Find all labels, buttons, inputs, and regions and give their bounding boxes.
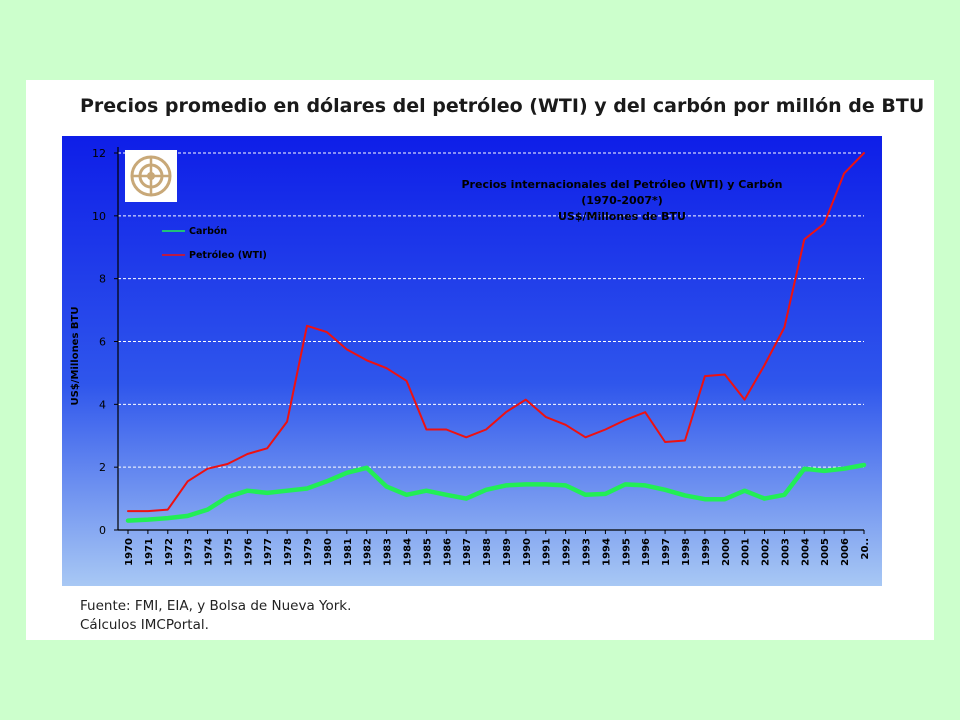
x-tick-label: 1980 <box>323 538 334 566</box>
x-tick-label: 2002 <box>761 538 772 566</box>
y-tick-label: 12 <box>92 147 106 160</box>
x-tick-label: 1999 <box>701 538 712 566</box>
x-tick-label: 1996 <box>641 538 652 566</box>
emblem-logo-icon <box>125 150 177 202</box>
x-tick-label: 1970 <box>124 538 135 566</box>
x-tick-label: 1985 <box>422 538 433 566</box>
x-tick-label: 1995 <box>621 538 632 566</box>
x-tick-label: 1971 <box>144 538 155 566</box>
y-tick-label: 8 <box>99 273 106 286</box>
series-line-coal <box>125 462 867 523</box>
legend-label-coal: Carbón <box>189 226 227 237</box>
x-tick-label: 1973 <box>184 538 195 566</box>
y-tick-label: 4 <box>99 398 106 411</box>
x-tick-label: 1991 <box>542 538 553 566</box>
y-tick-label: 2 <box>99 461 106 474</box>
x-tick-labels: 1970 1971 1972 1973 1974 1975 1976 1977 1978 1979… <box>124 538 871 566</box>
chart-title-line-1: Precios internacionales del Petróleo (WT… <box>462 178 783 191</box>
x-tick-label: 1984 <box>402 538 413 566</box>
y-tick-labels: 0 2 4 6 8 10 12 <box>92 147 106 537</box>
x-tick-label: 1976 <box>243 538 254 566</box>
chart-title-line-2: (1970-2007*) <box>581 194 663 207</box>
x-tick-label: 2000 <box>721 538 732 566</box>
source-line-1: Fuente: FMI, EIA, y Bolsa de Nueva York. <box>80 598 352 614</box>
x-tick-label: 1987 <box>462 538 473 566</box>
x-tick-label: 1983 <box>383 538 394 566</box>
x-tick-label: 1998 <box>681 538 692 566</box>
series <box>125 152 867 523</box>
x-tick-label: 1997 <box>661 538 672 566</box>
source-line-2: Cálculos IMCPortal. <box>80 617 209 633</box>
x-tick-label: 1982 <box>363 538 374 566</box>
y-tick-label: 0 <box>99 524 106 537</box>
x-tick-label: 2004 <box>800 538 811 566</box>
x-tick-label: 1977 <box>263 538 274 566</box>
x-tick-label: 1988 <box>482 538 493 566</box>
y-tick-label: 10 <box>92 210 106 223</box>
x-tick-label: 1974 <box>204 538 215 566</box>
plot-background <box>62 136 882 586</box>
y-tick-label: 6 <box>99 336 106 349</box>
x-tick-label: 2006 <box>840 538 851 566</box>
y-axis-label: US$/Millones BTU <box>70 307 81 406</box>
series-line-oil <box>127 152 865 513</box>
x-tick-label: 2003 <box>780 538 791 566</box>
page-title: Precios promedio en dólares del petróleo… <box>80 95 925 117</box>
legend: Carbón Petróleo (WTI) <box>162 226 267 261</box>
x-tick-label: 2005 <box>820 538 831 566</box>
axes <box>114 147 865 534</box>
x-tick-label: 1978 <box>283 538 294 566</box>
x-tick-label: 1981 <box>343 538 354 566</box>
legend-label-oil: Petróleo (WTI) <box>189 250 267 261</box>
x-tick-label: 1994 <box>601 538 612 566</box>
x-tick-label: 1979 <box>303 538 314 566</box>
x-tick-label: 1986 <box>442 538 453 566</box>
x-tick-label: 1975 <box>223 538 234 566</box>
x-tick-label: 1992 <box>562 538 573 566</box>
x-tick-label: 1993 <box>582 538 593 566</box>
gridlines <box>118 152 864 468</box>
x-tick-label: 1989 <box>502 538 513 566</box>
x-tick-label: 1972 <box>164 538 175 566</box>
x-tick-label: 1990 <box>522 538 533 566</box>
x-tick-label: 2001 <box>741 538 752 566</box>
chart-title-line-3: US$/Millones de BTU <box>558 210 686 223</box>
x-tick-label: 20.. <box>860 538 871 560</box>
